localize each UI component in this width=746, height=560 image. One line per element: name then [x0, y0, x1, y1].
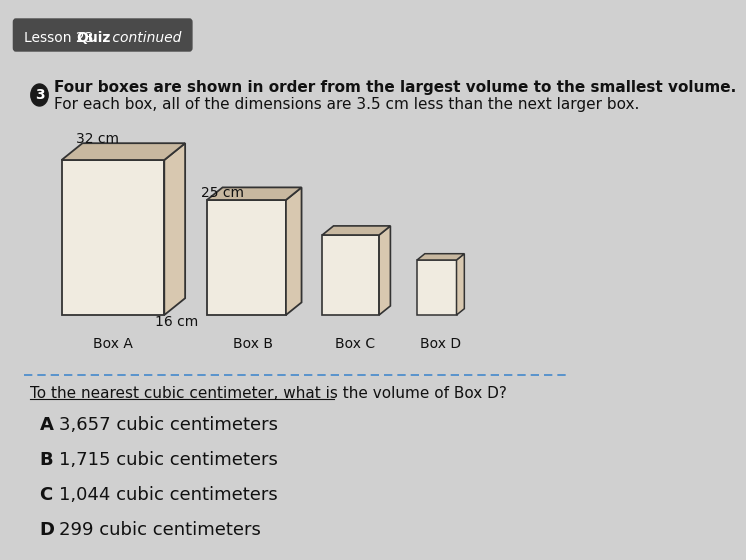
Polygon shape	[62, 143, 185, 160]
Polygon shape	[164, 143, 185, 315]
Text: Box C: Box C	[336, 337, 375, 351]
Polygon shape	[322, 226, 390, 235]
Text: 25 cm: 25 cm	[201, 186, 244, 200]
Polygon shape	[62, 160, 164, 315]
Text: 1,044 cubic centimeters: 1,044 cubic centimeters	[59, 486, 278, 504]
Text: To the nearest cubic centimeter, what is the volume of Box D?: To the nearest cubic centimeter, what is…	[30, 385, 507, 400]
Text: Box D: Box D	[420, 337, 461, 351]
Text: D: D	[40, 521, 54, 539]
Polygon shape	[457, 254, 464, 315]
Text: 16 cm: 16 cm	[155, 315, 198, 329]
Text: Four boxes are shown in order from the largest volume to the smallest volume.: Four boxes are shown in order from the l…	[54, 80, 736, 95]
Polygon shape	[207, 200, 286, 315]
Polygon shape	[417, 254, 464, 260]
Text: 3,657 cubic centimeters: 3,657 cubic centimeters	[59, 416, 278, 434]
Text: Box A: Box A	[93, 337, 133, 351]
Text: Quiz: Quiz	[77, 31, 111, 45]
Text: 3: 3	[34, 88, 44, 102]
Text: C: C	[40, 486, 53, 504]
Polygon shape	[207, 188, 301, 200]
Polygon shape	[417, 260, 457, 315]
Text: B: B	[40, 451, 53, 469]
Text: continued: continued	[108, 31, 181, 45]
Circle shape	[31, 84, 48, 106]
Text: 299 cubic centimeters: 299 cubic centimeters	[59, 521, 261, 539]
Text: A: A	[40, 416, 54, 434]
Text: Box B: Box B	[233, 337, 273, 351]
Text: For each box, all of the dimensions are 3.5 cm less than the next larger box.: For each box, all of the dimensions are …	[54, 96, 639, 111]
Polygon shape	[322, 235, 379, 315]
Polygon shape	[379, 226, 390, 315]
Text: 1,715 cubic centimeters: 1,715 cubic centimeters	[59, 451, 278, 469]
Polygon shape	[286, 188, 301, 315]
Text: 32 cm: 32 cm	[76, 132, 119, 146]
Text: Lesson 23: Lesson 23	[24, 31, 93, 45]
FancyBboxPatch shape	[13, 19, 192, 51]
